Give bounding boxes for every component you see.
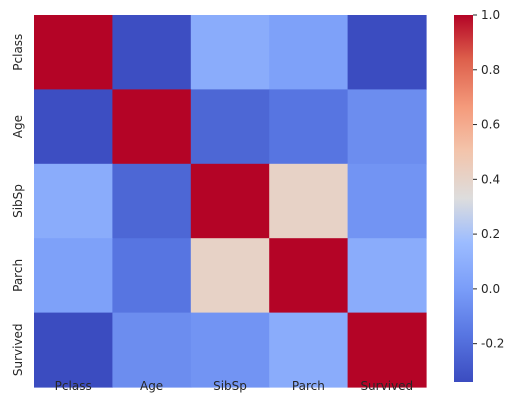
heatmap-cell-parch-survived <box>347 238 427 314</box>
colorbar-tick-label: 1.0 <box>481 8 500 22</box>
heatmap-cell-survived-parch <box>269 312 349 388</box>
heatmap-cell-sibsp-pclass <box>34 163 113 239</box>
x-tick-label-sibsp: SibSp <box>213 379 247 393</box>
heatmap-cell-survived-sibsp <box>190 312 270 388</box>
heatmap-cell-sibsp-parch <box>269 163 349 239</box>
heatmap-cell-survived-age <box>112 312 192 388</box>
heatmap-cell-pclass-pclass <box>34 15 113 90</box>
heatmap-cell-sibsp-age <box>112 163 192 239</box>
heatmap-cell-age-age <box>112 89 192 165</box>
heatmap-cell-survived-survived <box>347 312 427 388</box>
colorbar-tick-label: 0.6 <box>481 118 500 132</box>
heatmap-cell-parch-age <box>112 238 192 314</box>
x-tick-label-age: Age <box>140 379 163 393</box>
y-tick-label-survived: Survived <box>11 323 25 376</box>
x-tick-label-parch: Parch <box>292 379 325 393</box>
heatmap-cell-parch-sibsp <box>190 238 270 314</box>
y-tick-label-age: Age <box>11 115 25 138</box>
heatmap-cell-parch-parch <box>269 238 349 314</box>
heatmap-cell-age-sibsp <box>190 89 270 165</box>
heatmap-cells <box>34 15 427 388</box>
y-axis: Pclass Age SibSp Parch Survived <box>11 34 25 376</box>
heatmap-cell-pclass-survived <box>347 15 427 90</box>
heatmap-cell-parch-pclass <box>34 238 113 314</box>
colorbar-tick-label: -0.2 <box>481 337 504 351</box>
heatmap-cell-sibsp-sibsp <box>190 163 270 239</box>
y-tick-label-parch: Parch <box>11 259 25 292</box>
heatmap-cell-pclass-age <box>112 15 192 90</box>
x-tick-label-survived: Survived <box>360 379 413 393</box>
colorbar-axis: -0.2 0.0 0.2 0.4 0.6 0.8 1.0 <box>473 8 504 351</box>
colorbar-tick-label: 0.4 <box>481 172 500 186</box>
y-tick-label-sibsp: SibSp <box>11 184 25 218</box>
colorbar-tick-label: 0.2 <box>481 227 500 241</box>
heatmap-cell-survived-pclass <box>34 312 113 388</box>
colorbar-tick-label: 0.8 <box>481 63 500 77</box>
colorbar-tick-label: 0.0 <box>481 282 500 296</box>
heatmap-cell-sibsp-survived <box>347 163 427 239</box>
heatmap-cell-age-parch <box>269 89 349 165</box>
y-tick-label-pclass: Pclass <box>11 34 25 71</box>
heatmap-cell-age-survived <box>347 89 427 165</box>
colorbar <box>454 15 473 382</box>
heatmap-cell-pclass-sibsp <box>190 15 270 90</box>
x-tick-label-pclass: Pclass <box>55 379 92 393</box>
heatmap-cell-age-pclass <box>34 89 113 165</box>
x-axis: Pclass Age SibSp Parch Survived <box>55 379 413 393</box>
heatmap-cell-pclass-parch <box>269 15 349 90</box>
